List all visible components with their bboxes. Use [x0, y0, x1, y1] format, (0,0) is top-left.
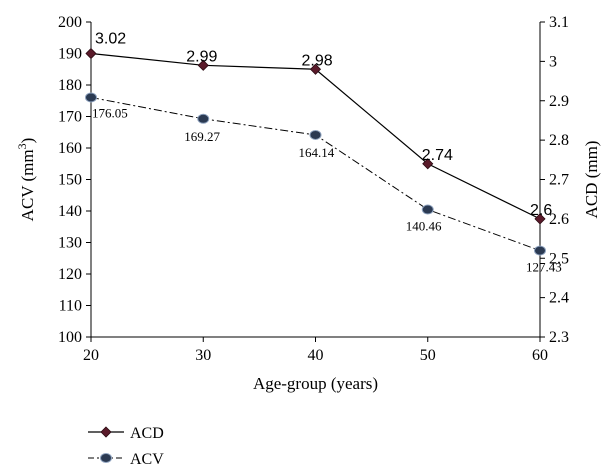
acv-data-label: 127.43	[526, 260, 562, 275]
y-right-tick-label: 3.1	[549, 14, 569, 31]
y-axis-left-title: ACV (mm3)	[15, 138, 37, 222]
x-tick-label: 60	[532, 347, 548, 364]
series-acd: 3.02 2.99 2.98 2.74 2.6	[85, 31, 552, 225]
y-right-tick-label: 3	[549, 53, 557, 70]
y-right-tick-label: 2.3	[549, 329, 569, 346]
legend-acd-label: ACD	[130, 425, 164, 442]
acv-data-label: 176.05	[92, 105, 128, 120]
y-axis-left-title-close: )	[18, 138, 37, 144]
y-left-tick-label: 100	[58, 329, 82, 346]
acd-marker	[309, 63, 322, 75]
acd-marker	[422, 158, 434, 170]
y-axis-right-title: ACD (mm)	[582, 141, 601, 219]
y-left-tick-label: 180	[58, 77, 82, 94]
legend-acv-marker	[100, 453, 112, 463]
acd-data-label: 3.02	[95, 31, 126, 48]
y-left-tick-label: 120	[58, 266, 82, 283]
acv-data-label: 140.46	[406, 219, 442, 234]
x-tick-label: 50	[420, 347, 436, 364]
y-left-tick-label: 140	[58, 203, 82, 220]
y-right-tick-label: 2.5	[549, 250, 569, 267]
legend: ACD ACV	[88, 425, 164, 468]
y-left-tick-label: 200	[58, 14, 82, 31]
acv-marker	[309, 129, 322, 140]
y-right-tick-label: 2.4	[549, 290, 569, 307]
acd-marker	[85, 47, 97, 60]
acd-data-label: 2.98	[302, 52, 333, 69]
acd-data-label: 2.74	[422, 147, 453, 164]
y-left-tick-label: 130	[58, 235, 82, 252]
y-right-tick-label: 2.8	[549, 132, 569, 149]
acd-marker	[197, 59, 209, 71]
legend-acv-label: ACV	[130, 451, 164, 468]
y-axis-left-title-sup: 3	[15, 143, 29, 149]
axes: 20 30 40 50 60 100 110 120 130 140 150 160 170 180 190…	[15, 14, 601, 393]
x-axis-title: Age-group (years)	[253, 374, 378, 393]
y-left-tick-label: 190	[58, 46, 82, 63]
x-tick-label: 20	[83, 347, 99, 364]
acd-data-label: 2.6	[530, 202, 552, 219]
y-left-tick-label: 150	[58, 172, 82, 189]
acd-marker	[534, 213, 546, 225]
y-axis-left-title-main: ACV (mm	[18, 149, 37, 221]
series-acv: 176.05 169.27 164.14 140.46 127.43	[85, 92, 562, 275]
acv-marker	[534, 245, 546, 256]
y-left-tick-label: 170	[58, 109, 82, 126]
y-left-tick-label: 160	[58, 140, 82, 157]
acv-marker	[421, 204, 434, 215]
y-right-tick-label: 2.7	[549, 172, 569, 189]
acd-data-label: 2.99	[186, 48, 217, 65]
acv-line	[90, 96, 541, 252]
x-tick-label: 40	[308, 347, 324, 364]
acv-data-label: 169.27	[184, 129, 220, 144]
legend-acd-marker	[100, 426, 112, 438]
acv-data-label: 164.14	[299, 145, 335, 160]
x-tick-label: 30	[195, 347, 211, 364]
y-left-tick-label: 110	[59, 298, 82, 315]
acv-marker	[197, 113, 210, 124]
y-right-tick-label: 2.6	[549, 211, 569, 228]
y-right-tick-label: 2.9	[549, 93, 569, 110]
acv-marker	[85, 92, 97, 103]
